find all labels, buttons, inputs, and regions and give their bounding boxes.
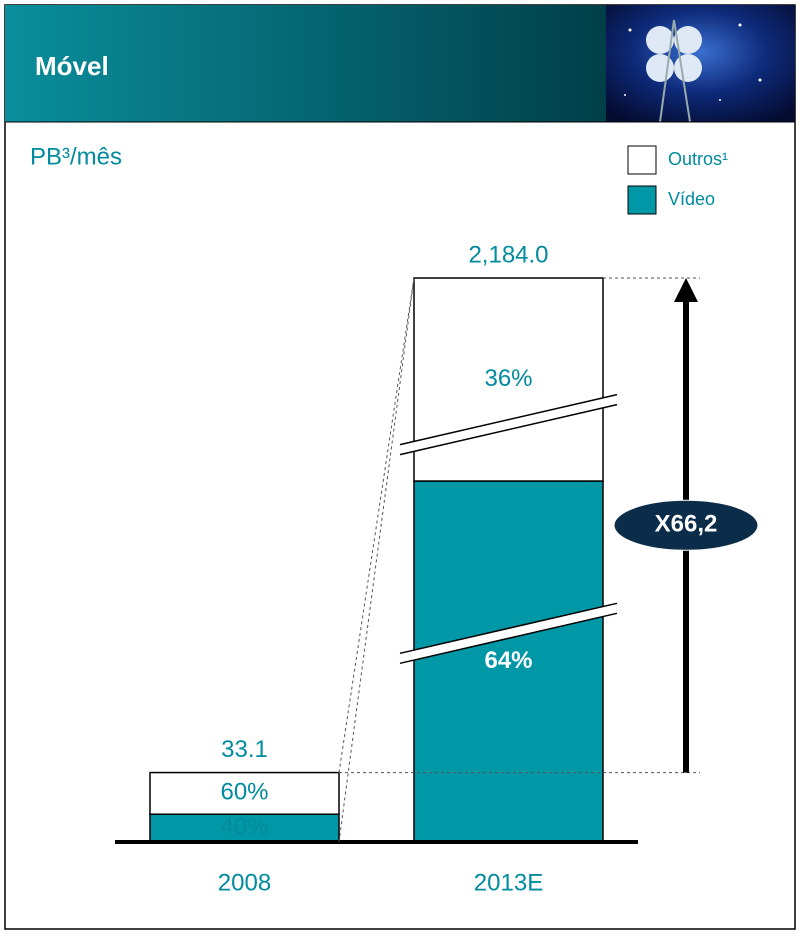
- total-label: 33.1: [221, 736, 268, 763]
- chart-title: Móvel: [35, 51, 109, 81]
- y-axis-label: PB³/mês: [30, 143, 122, 170]
- bar-segment: [413, 277, 604, 482]
- connector: [338, 277, 415, 773]
- x-tick-label: 2008: [218, 869, 271, 896]
- legend-label: Outros¹: [668, 149, 728, 169]
- growth-badge: [613, 499, 759, 551]
- connector: [338, 277, 415, 843]
- bar-segment: [149, 771, 340, 815]
- legend-label: Vídeo: [668, 189, 715, 209]
- break-mark: [398, 394, 619, 455]
- break-line: [399, 393, 618, 446]
- legend-swatch: [627, 145, 657, 175]
- legend-swatch: [627, 185, 657, 215]
- bar-segment: [413, 480, 604, 843]
- x-tick-label: 2013E: [474, 869, 543, 896]
- break-line: [399, 612, 618, 665]
- data-label: 40%: [220, 813, 268, 840]
- data-label: 60%: [220, 779, 268, 806]
- break-line: [399, 403, 618, 456]
- data-label: 64%: [484, 647, 532, 674]
- header-image: [606, 5, 795, 123]
- frame: [4, 4, 796, 930]
- break-line: [399, 602, 618, 655]
- arrow-head: [674, 278, 698, 302]
- header: [5, 5, 606, 122]
- break-mark: [398, 603, 619, 664]
- total-label: 2,184.0: [468, 241, 548, 268]
- data-label: 36%: [484, 365, 532, 392]
- growth-label: X66,2: [655, 511, 718, 538]
